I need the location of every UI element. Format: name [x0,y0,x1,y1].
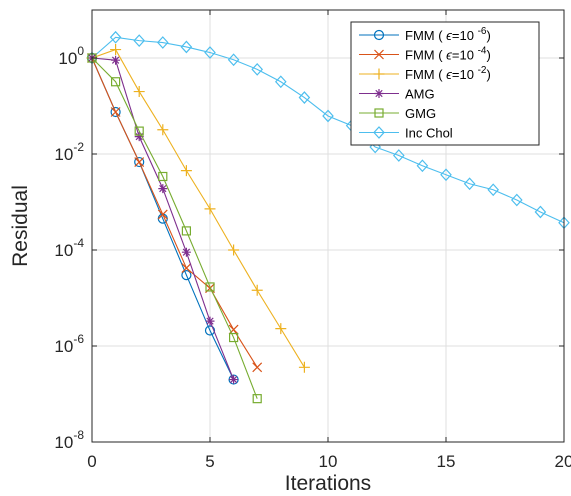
data-point [134,126,144,136]
data-point [157,209,168,220]
series-line [91,36,565,224]
data-point [205,316,215,326]
data-point [181,269,192,281]
data-point [228,324,239,335]
data-point [275,323,287,335]
data-point [510,193,523,207]
data-point [252,394,262,404]
legend-box [350,21,540,146]
data-point [157,124,169,136]
legend-label: Inc Chol [405,126,453,141]
y-axis-label: Residual [9,185,32,267]
data-point [374,108,384,118]
data-point [251,62,264,76]
legend-label: FMM ( ϵ=10 -4) [405,46,491,63]
y-tick-label: 100 [58,44,84,68]
series-layer [86,30,570,404]
y-tick-label: 10-2 [54,140,84,164]
data-point [229,332,239,343]
data-point [374,89,384,98]
data-point [229,375,239,385]
data-point [204,46,216,59]
data-point [251,284,263,296]
data-point [274,75,287,89]
data-point [463,177,476,191]
legend: FMM ( ϵ=10 -6) FMM ( ϵ=10 -4) FMM ( ϵ=10 -… [350,21,540,146]
data-point [440,168,452,182]
data-point [181,247,191,257]
data-point [392,149,405,162]
data-point [487,183,500,197]
data-point [227,53,240,67]
legend-entry: GMG [359,106,436,121]
data-point [110,44,122,56]
data-point [158,184,168,194]
data-point [134,157,145,167]
x-tick-label: 20 [555,452,571,471]
data-point [298,361,310,373]
data-point [111,55,121,65]
series-3 [87,53,239,385]
data-point [110,107,121,117]
data-point [181,263,192,274]
series-line [91,48,305,368]
legend-entry: Inc Chol [359,126,453,141]
data-point [181,226,191,236]
data-point [158,171,168,182]
legend-entry: AMG [359,87,435,102]
y-tick-label: 10-6 [54,332,84,356]
data-point [534,205,547,219]
x-tick-label: 15 [437,452,456,471]
data-point [110,106,121,118]
legend-entry: FMM ( ϵ=10 -6) [359,26,491,43]
data-point [180,165,192,177]
data-point [228,244,240,256]
series-line [91,57,258,368]
data-point [133,34,146,48]
legend-label: FMM ( ϵ=10 -6) [405,26,491,43]
data-point [374,49,384,60]
axis-ticks: 0 5 10 15 20 100 10-2 10-4 10-6 10-8 [54,10,571,471]
data-point [156,36,169,49]
data-point [134,132,144,142]
legend-entry: FMM ( ϵ=10 -4) [359,46,491,63]
data-point [373,68,385,80]
data-point [204,325,216,336]
legend-label: AMG [405,87,435,102]
x-tick-label: 5 [205,452,214,471]
data-point [416,159,429,173]
data-point [252,362,263,373]
y-tick-label: 10-8 [54,428,84,452]
data-point [204,203,216,215]
data-point [298,91,311,104]
series-4 [87,53,262,404]
data-point [205,282,215,292]
x-tick-label: 10 [319,452,338,471]
data-point [134,156,145,168]
legend-label: GMG [405,106,436,121]
y-tick-label: 10-4 [54,236,84,260]
x-axis-label: Iterations [285,472,371,495]
data-point [373,29,385,41]
data-point [133,86,145,98]
data-point [109,30,122,44]
series-5 [86,30,570,230]
data-point [110,77,121,87]
legend-entry: FMM ( ϵ=10 -2) [359,65,491,82]
data-point [180,40,193,54]
x-tick-label: 0 [87,452,96,471]
data-point [322,109,334,123]
series-line [91,57,258,399]
data-point [373,126,385,139]
legend-label: FMM ( ϵ=10 -2) [405,65,491,82]
